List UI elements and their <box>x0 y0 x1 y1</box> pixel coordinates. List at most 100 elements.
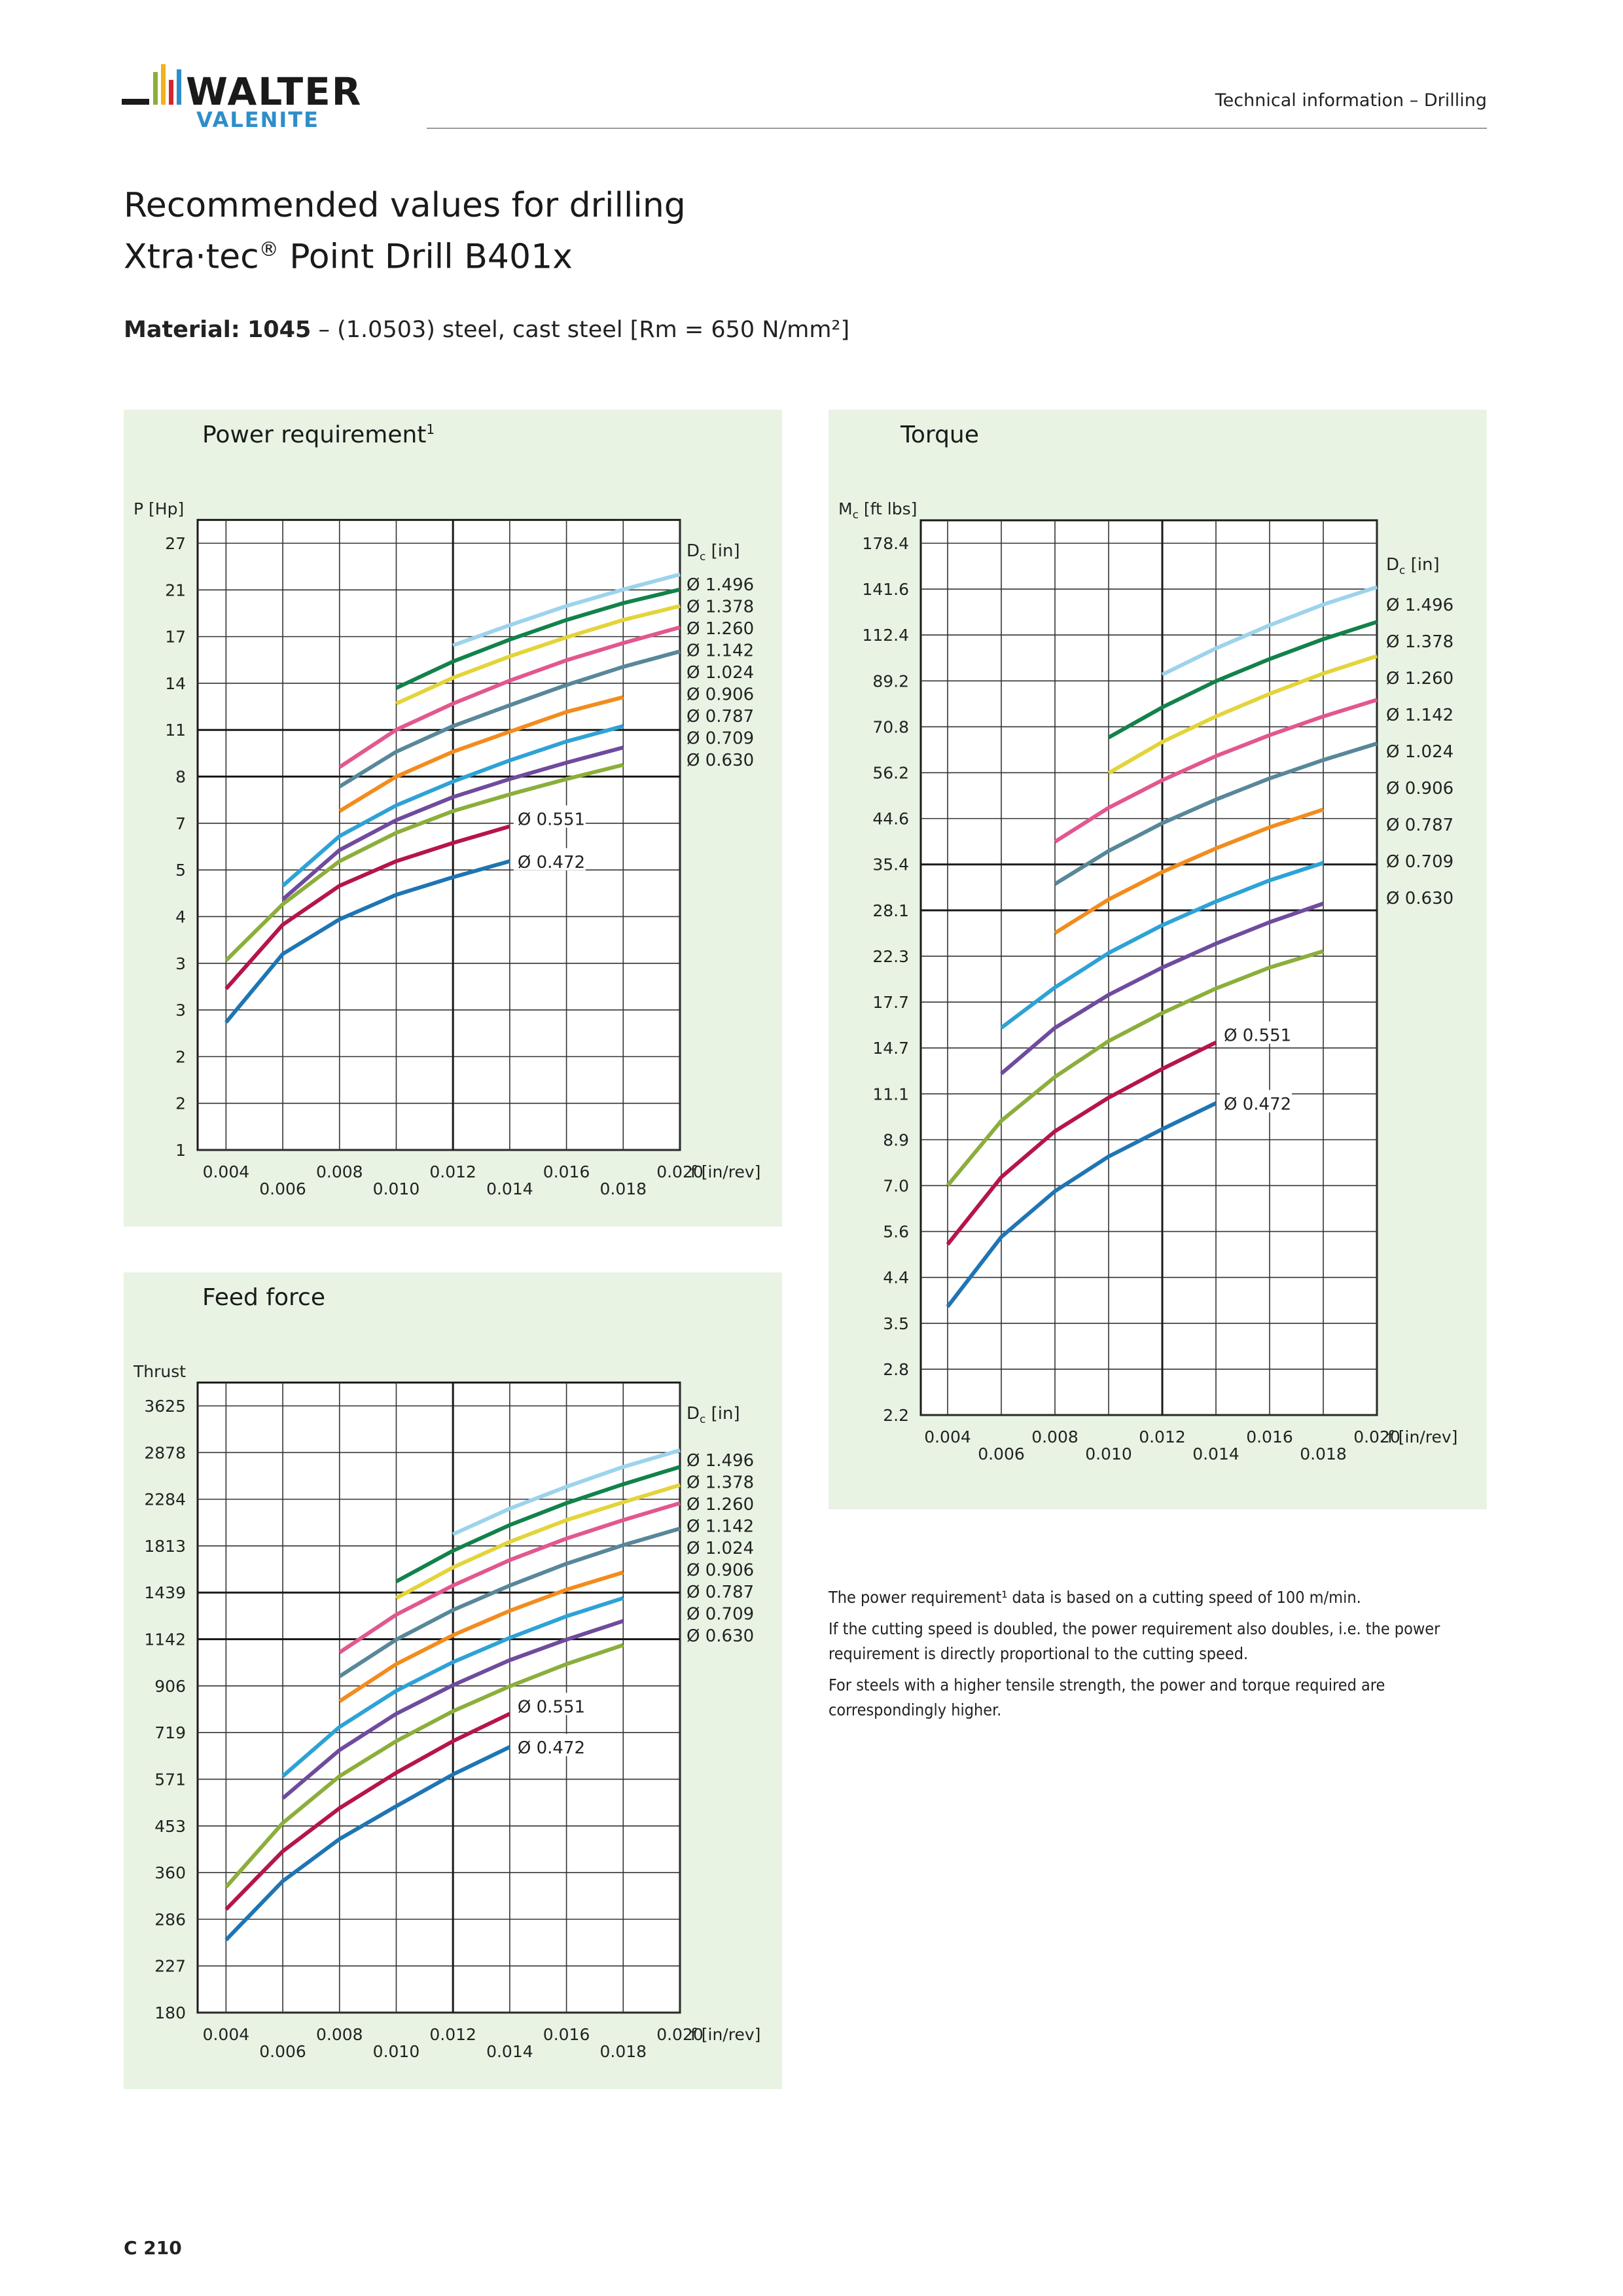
feed-y-tick-label: 571 <box>154 1770 186 1789</box>
torque-y-tick-label: 8.9 <box>883 1130 909 1149</box>
torque-series-1142 <box>1054 698 1378 844</box>
material-code: 1045 <box>247 317 312 343</box>
torque-legend-entry: Ø 0.709 <box>1386 852 1454 872</box>
feed-y-tick-label: 906 <box>154 1677 186 1696</box>
feed-series-0906 <box>338 1570 624 1703</box>
power-x-tick-label: 0.016 <box>543 1162 590 1181</box>
torque-legend-entry: Ø 1.496 <box>1386 596 1454 615</box>
feed-y-tick-label: 360 <box>154 1863 186 1882</box>
feed-series-1142 <box>338 1501 681 1655</box>
torque-plot: 2.2 2.8 3.5 4.4 5.6 7.0 8.9 11.1 14.7 17.7 22.3 28.… <box>862 519 1400 1463</box>
power-x-tick-label: 0.014 <box>486 1179 533 1198</box>
power-series-0472 <box>224 859 510 1024</box>
feed-y-tick-label: 227 <box>154 1957 186 1976</box>
feed-series-0630 <box>224 1643 624 1889</box>
torque-y-tick-label: 112.4 <box>862 626 909 645</box>
power-legend-entry: Ø 1.142 <box>687 641 754 661</box>
power-y-tick-label: 2 <box>175 1047 186 1066</box>
torque-legend-entry: Ø 0.630 <box>1386 889 1454 908</box>
power-series-1142 <box>338 625 681 769</box>
title-product-suffix: Point Drill B401x <box>278 237 573 277</box>
torque-y-tick-label: 178.4 <box>862 534 909 553</box>
feed-chart: 180 227 286 360 453 571 719 906 1142 1439 1813 2284… <box>133 1362 760 2061</box>
power-legend-entry: Ø 0.630 <box>687 751 754 770</box>
feed-y-tick-label: 3625 <box>144 1397 186 1416</box>
feed-x-tick-label: 0.008 <box>316 2025 363 2044</box>
power-y-tick-label: 17 <box>165 628 186 647</box>
torque-y-tick-label: 3.5 <box>883 1314 909 1333</box>
torque-y-tick-label: 44.6 <box>872 810 909 829</box>
registered-mark: ® <box>259 238 279 261</box>
logo-brand-text: WALTER <box>186 69 362 114</box>
torque-x-tick-label: 0.008 <box>1031 1427 1079 1446</box>
feed-legend-entry: Ø 1.378 <box>687 1473 754 1493</box>
torque-inline-label: Ø 0.472 <box>1224 1095 1291 1115</box>
torque-chart-title: Torque <box>901 422 979 448</box>
feed-inline-label-bg <box>513 1734 586 1757</box>
header-section-title: Technical information – Drilling <box>1215 90 1487 111</box>
feed-legend-entry: Ø 1.024 <box>687 1539 754 1558</box>
power-x-tick-label: 0.008 <box>316 1162 363 1181</box>
power-y-tick-label: 11 <box>165 721 186 740</box>
torque-y-tick-label: 28.1 <box>872 901 909 920</box>
feed-plot-area <box>196 1381 681 2014</box>
power-inline-label: Ø 0.472 <box>518 853 585 872</box>
power-y-axis-label: P [Hp] <box>134 499 184 518</box>
power-series-0551 <box>224 824 510 990</box>
torque-inline-label-bg <box>1220 1090 1292 1113</box>
feed-plot: 180 227 286 360 453 571 719 906 1142 1439 1813 2284… <box>144 1381 704 2061</box>
feed-x-axis-label: f [in/rev] <box>690 2025 760 2044</box>
torque-chart-panel: Torque 2.2 2.8 3.5 4.4 5.6 7.0 8.9 11.1 14.7 17.7… <box>829 410 1487 1509</box>
power-legend-entry: Ø 0.906 <box>687 685 754 705</box>
torque-series-1260 <box>1107 654 1378 775</box>
feed-inline-label: Ø 0.551 <box>518 1697 585 1717</box>
feed-chart-title: Feed force <box>202 1284 325 1311</box>
power-title-text: Power requirement <box>202 422 427 448</box>
feed-y-tick-label: 1439 <box>144 1583 186 1602</box>
title-line-2: Xtra·tec® Point Drill B401x <box>124 228 686 279</box>
walter-valenite-logo: WALTER VALENITE <box>122 60 403 134</box>
power-series-1496 <box>452 572 681 647</box>
feed-x-tick-label: 0.014 <box>486 2042 533 2061</box>
torque-series-0709 <box>1000 901 1324 1075</box>
torque-legend-entry: Ø 1.378 <box>1386 632 1454 652</box>
power-chart: 1 2 2 3 3 4 5 7 8 11 14 17 21 27 0.004 0.006 0.008 0.010 0… <box>134 499 760 1198</box>
torque-series-1024 <box>1054 742 1378 886</box>
feed-y-tick-label: 2878 <box>144 1443 186 1462</box>
feed-series-0709 <box>281 1619 624 1800</box>
power-x-tick-label: 0.006 <box>259 1179 306 1198</box>
power-legend-entry: Ø 1.378 <box>687 598 754 617</box>
feed-x-tick-label: 0.010 <box>373 2042 420 2061</box>
power-legend-entry: Ø 0.787 <box>687 707 754 726</box>
torque-y-tick-label: 7.0 <box>883 1176 909 1195</box>
feed-x-tick-label: 0.012 <box>429 2025 476 2044</box>
power-y-tick-label: 1 <box>175 1141 186 1160</box>
note-3: For steels with a higher tensile strengt… <box>829 1676 1385 1719</box>
power-series-1024 <box>338 649 681 789</box>
power-inline-label-bg <box>513 848 586 870</box>
torque-x-tick-label: 0.006 <box>978 1444 1025 1463</box>
torque-legend-entry: Ø 1.024 <box>1386 742 1454 762</box>
torque-x-axis-label: f [in/rev] <box>1387 1427 1457 1446</box>
power-series-0787 <box>281 724 624 888</box>
torque-y-tick-label: 14.7 <box>872 1039 909 1058</box>
power-legend-entry: Ø 1.496 <box>687 575 754 595</box>
power-series-1378 <box>395 587 681 690</box>
torque-series-0551 <box>946 1041 1217 1246</box>
feed-y-tick-label: 2284 <box>144 1490 186 1509</box>
torque-y-tick-label: 17.7 <box>872 993 909 1012</box>
material-desc: – (1.0503) steel, cast steel [Rm = 650 N… <box>318 317 850 343</box>
feed-inline-label: Ø 0.472 <box>518 1738 585 1758</box>
torque-y-tick-label: 2.8 <box>883 1360 909 1379</box>
torque-inline-label-bg <box>1220 1021 1292 1044</box>
logo-sub-text: VALENITE <box>196 107 319 132</box>
title-product: Xtra·tec <box>124 237 259 277</box>
torque-legend-entry: Ø 1.142 <box>1386 706 1454 725</box>
power-y-tick-label: 27 <box>165 534 186 553</box>
torque-x-tick-label: 0.012 <box>1139 1427 1186 1446</box>
power-y-tick-label: 7 <box>175 814 186 833</box>
torque-x-tick-label: 0.018 <box>1300 1444 1347 1463</box>
torque-plot-area <box>919 519 1378 1416</box>
power-x-tick-label: 0.012 <box>429 1162 476 1181</box>
torque-chart: 2.2 2.8 3.5 4.4 5.6 7.0 8.9 11.1 14.7 17.7 22.3 28.… <box>838 499 1457 1463</box>
